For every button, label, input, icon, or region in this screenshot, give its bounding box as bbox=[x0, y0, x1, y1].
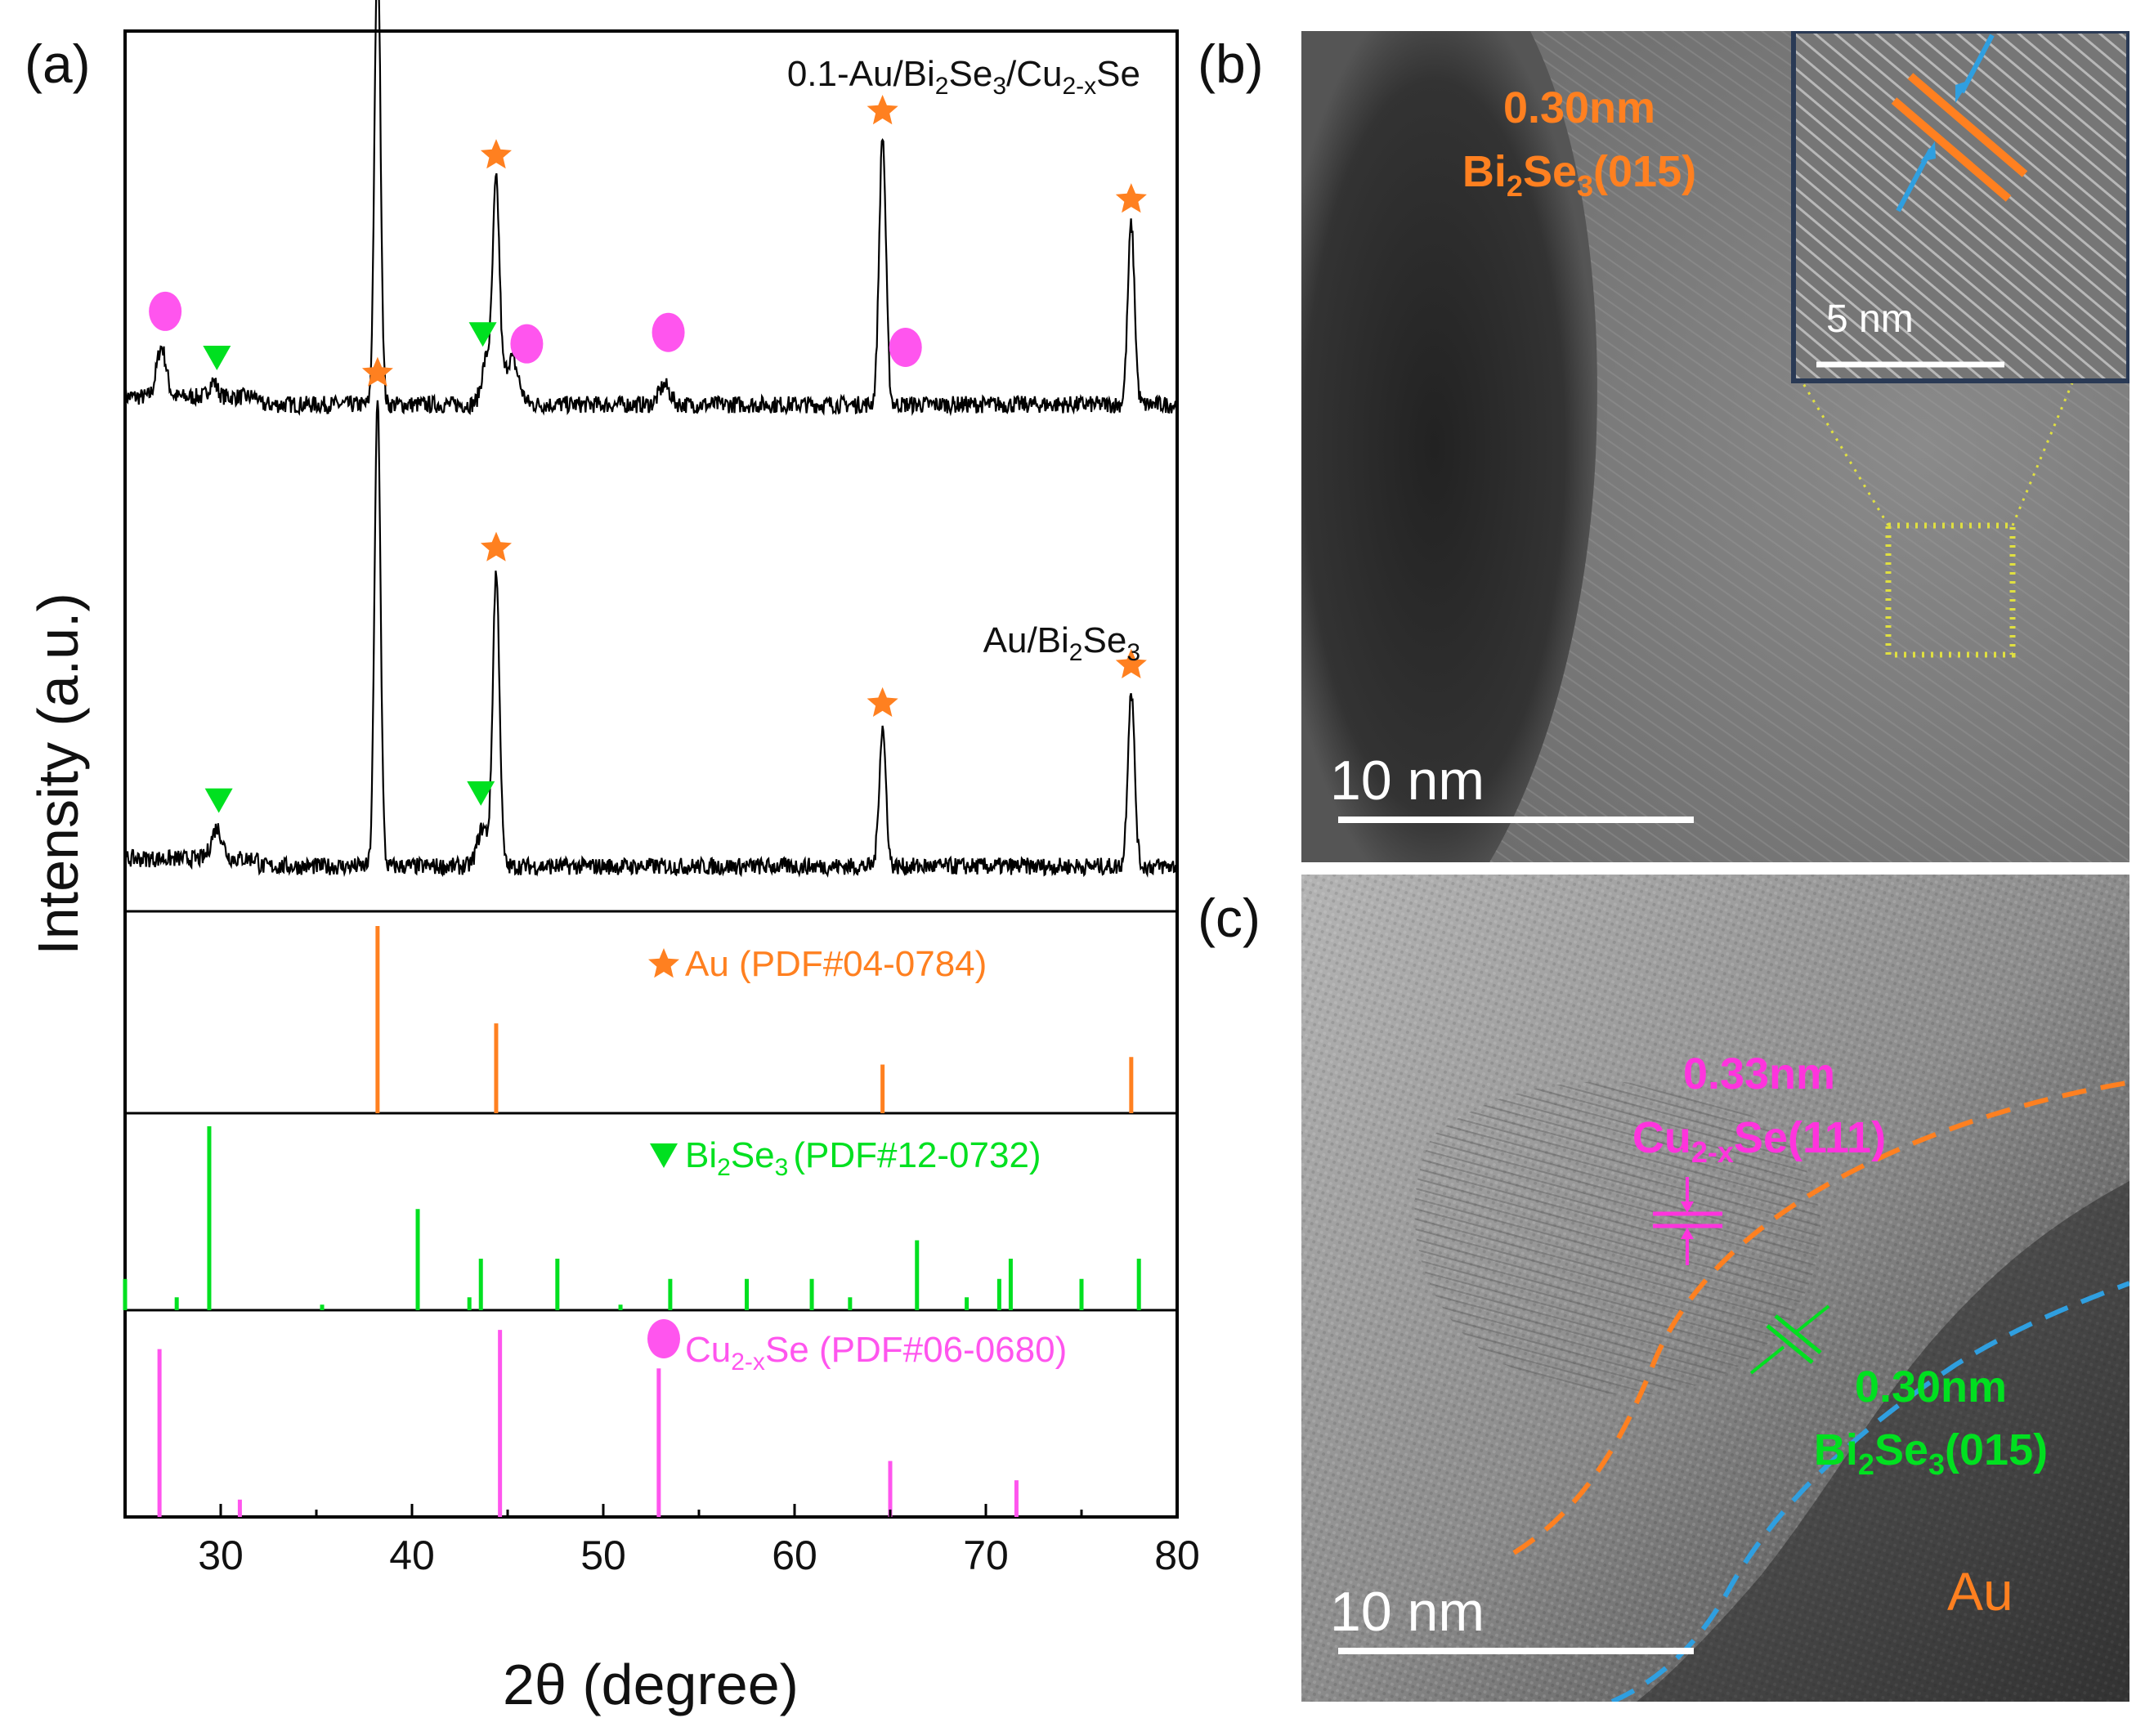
x-tick-label: 70 bbox=[963, 1532, 1009, 1578]
x-tick-label: 40 bbox=[389, 1532, 435, 1578]
tem-b-plane-label: Bi2Se3(015) bbox=[1462, 147, 1696, 203]
tem-b-inset-fringe-mark-2 bbox=[1891, 97, 2012, 202]
tem-c-bi-arrow-bottom bbox=[1749, 1345, 1785, 1375]
tem-b-zoom-line-left bbox=[1800, 380, 1890, 526]
x-axis-label: 2θ (degree) bbox=[503, 1653, 799, 1716]
series-label-composite: 0.1-Au/Bi2Se3/Cu2-xSe bbox=[787, 54, 1140, 100]
marker-bi2se3-triangle bbox=[204, 788, 233, 813]
marker-cu2xse-circle bbox=[652, 312, 685, 352]
plot-border bbox=[123, 29, 1179, 1519]
marker-bi2se3-triangle bbox=[203, 345, 231, 370]
tem-b-inset-arrowhead-bottom bbox=[1920, 141, 1936, 162]
tem-b-dark-particle bbox=[1301, 31, 1597, 862]
tem-c-bi-spacing: 0.30nm bbox=[1855, 1362, 2007, 1412]
marker-cu2xse-circle bbox=[889, 328, 922, 367]
tem-c-cu-plane: Cu2-xSe(111) bbox=[1632, 1113, 1886, 1169]
ref-legend-triangle bbox=[650, 1143, 678, 1168]
tem-c-orange-boundary bbox=[1512, 1081, 2128, 1555]
x-tick-label: 30 bbox=[198, 1532, 244, 1578]
ref-label-bi2se3: Bi2Se3 (PDF#12-0732) bbox=[685, 1135, 1041, 1181]
x-tick-label: 80 bbox=[1154, 1532, 1200, 1578]
y-axis-label: Intensity (a.u.) bbox=[26, 593, 90, 955]
marker-au-star bbox=[480, 531, 512, 562]
xrd-trace-0 bbox=[123, 0, 1179, 417]
tem-b-inset-arrowhead-top bbox=[1955, 80, 1970, 103]
tem-c-bi-arrow-top bbox=[1794, 1304, 1830, 1334]
marker-au-star bbox=[1115, 648, 1147, 678]
panel-label-c: (c) bbox=[1198, 888, 1261, 948]
tem-c-au-region bbox=[1637, 1181, 2129, 1702]
ref-legend-circle bbox=[647, 1319, 680, 1358]
tem-b-spacing-label: 0.30nm bbox=[1503, 83, 1655, 132]
tem-image-b: 5 nm 0.30nm Bi2Se3(015) 10 nm bbox=[1301, 31, 2129, 862]
tem-image-c: 0.33nm Cu2-xSe(111) 0.30nm Bi2Se3(015) A… bbox=[1301, 875, 2129, 1702]
ref-label-au: Au (PDF#04-0784) bbox=[685, 944, 987, 984]
marker-au-star bbox=[361, 356, 393, 387]
x-tick-label: 60 bbox=[772, 1532, 817, 1578]
marker-au-star bbox=[867, 687, 898, 717]
ref-legend-star bbox=[648, 948, 679, 978]
tem-c-graphic: 0.33nm Cu2-xSe(111) 0.30nm Bi2Se3(015) A… bbox=[1301, 875, 2129, 1702]
marker-bi2se3-triangle bbox=[468, 322, 497, 347]
marker-cu2xse-circle bbox=[149, 291, 182, 331]
chart-frame bbox=[123, 29, 1179, 1519]
marker-bi2se3-triangle bbox=[467, 781, 495, 806]
tem-c-lattice-region bbox=[1414, 1081, 1820, 1395]
panel-label-a: (a) bbox=[25, 34, 91, 94]
ref-label-cu2xse: Cu2-xSe (PDF#06-0680) bbox=[685, 1330, 1067, 1376]
marker-cu2xse-circle bbox=[510, 324, 544, 364]
tem-c-au-label: Au bbox=[1947, 1561, 2013, 1622]
tem-c-cu-spacing: 0.33nm bbox=[1683, 1049, 1835, 1098]
marker-au-star bbox=[480, 139, 512, 169]
tem-b-inset-fringe-mark-1 bbox=[1907, 73, 2028, 177]
tem-c-cu-arrowhead-bottom bbox=[1681, 1228, 1694, 1239]
tem-c-bi-fringe-line-2 bbox=[1766, 1324, 1814, 1364]
tem-b-graphic: 5 nm 0.30nm Bi2Se3(015) 10 nm bbox=[1301, 31, 2129, 862]
tem-c-scale-text: 10 nm bbox=[1330, 1581, 1485, 1643]
xrd-trace-1 bbox=[123, 400, 1178, 878]
tem-c-bi-fringe-line-1 bbox=[1774, 1314, 1822, 1354]
tem-b-selection-box bbox=[1885, 522, 2016, 658]
marker-au-star bbox=[1115, 183, 1147, 213]
x-tick-label: 50 bbox=[580, 1532, 626, 1578]
tem-c-bi-plane: Bi2Se3(015) bbox=[1814, 1425, 2048, 1481]
tem-c-cu-arrowhead-top bbox=[1681, 1201, 1694, 1213]
tem-b-scale-text: 10 nm bbox=[1330, 749, 1485, 812]
tem-b-inset-scale-text: 5 nm bbox=[1826, 298, 1914, 341]
series-label-au-bi2se3: Au/Bi2Se3 bbox=[983, 620, 1140, 666]
panel-label-b: (b) bbox=[1198, 34, 1264, 94]
marker-au-star bbox=[867, 95, 898, 125]
